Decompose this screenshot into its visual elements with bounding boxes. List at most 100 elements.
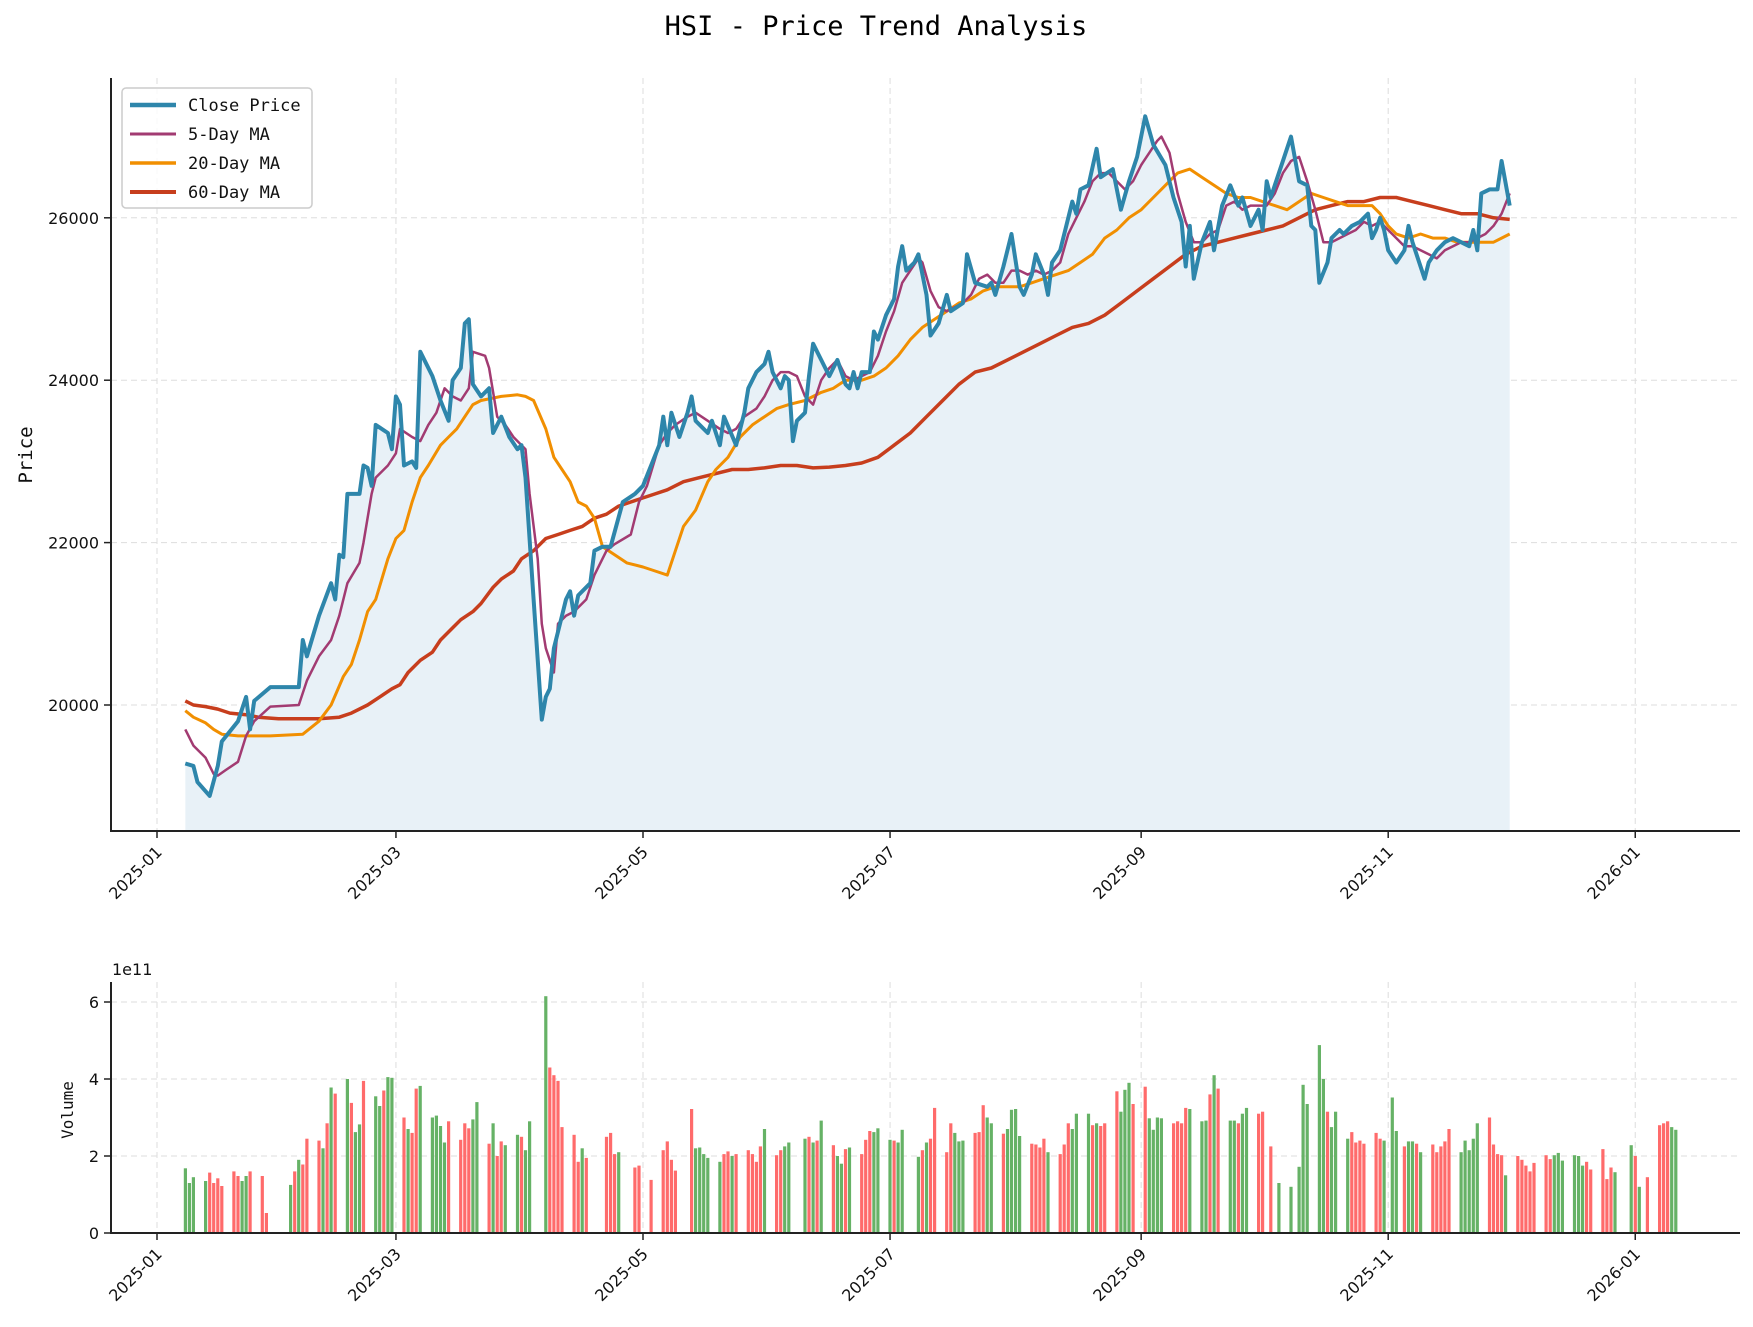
volume-bar <box>1074 1113 1078 1233</box>
volume-bar <box>1018 1136 1022 1233</box>
y-tick-label: 26000 <box>48 209 99 228</box>
volume-bar <box>1552 1155 1556 1233</box>
volume-bar <box>1524 1165 1528 1233</box>
volume-bar <box>1645 1177 1649 1233</box>
volume-bar <box>1459 1152 1463 1233</box>
volume-bar <box>1289 1186 1293 1233</box>
volume-bar <box>1038 1147 1042 1233</box>
volume-bar <box>803 1138 807 1233</box>
volume-bar <box>718 1161 722 1233</box>
volume-bar <box>1601 1149 1605 1233</box>
volume-bar <box>957 1141 961 1233</box>
volume-bar <box>807 1136 811 1234</box>
volume-bar <box>1188 1109 1192 1233</box>
volume-bar <box>1030 1143 1034 1233</box>
volume-bar <box>1463 1140 1467 1233</box>
x-tick-label: 2025-11 <box>1336 1244 1397 1305</box>
volume-bar <box>1577 1156 1581 1233</box>
volume-bar <box>775 1155 779 1233</box>
volume-bar <box>702 1154 706 1233</box>
volume-y-axis-label: Volume <box>58 1081 77 1139</box>
volume-bar <box>1491 1144 1496 1233</box>
volume-bar <box>876 1128 880 1233</box>
volume-bar <box>1321 1079 1325 1233</box>
volume-bar <box>1471 1138 1475 1233</box>
volume-bar <box>187 1183 191 1233</box>
volume-bar <box>1046 1152 1050 1233</box>
volume-bar <box>1066 1123 1070 1233</box>
volume-bar <box>1115 1091 1119 1233</box>
volume-bar <box>345 1079 349 1233</box>
volume-bar <box>248 1171 252 1233</box>
x-tick-label: 2025-01 <box>105 842 166 903</box>
volume-bar <box>734 1154 738 1233</box>
volume-bar <box>475 1102 479 1233</box>
volume-bar <box>1058 1154 1062 1233</box>
volume-bar <box>390 1077 394 1233</box>
x-tick-label: 2025-09 <box>1089 842 1150 903</box>
volume-bar <box>1301 1084 1305 1233</box>
volume-bar <box>1435 1152 1439 1233</box>
volume-bar <box>1103 1123 1107 1233</box>
volume-bar <box>1658 1125 1662 1233</box>
volume-bar <box>236 1176 240 1233</box>
volume-bar <box>467 1128 471 1233</box>
volume-bar <box>746 1150 750 1233</box>
volume-bar <box>1329 1127 1334 1233</box>
volume-bar <box>1556 1152 1560 1233</box>
volume-bar <box>374 1096 378 1233</box>
close-price-area-fill <box>185 116 1510 832</box>
volume-bar <box>438 1126 443 1233</box>
volume-bar <box>333 1093 337 1233</box>
volume-bar <box>361 1080 366 1233</box>
volume-bar <box>1208 1094 1212 1233</box>
volume-bar <box>783 1146 787 1233</box>
volume-bar <box>1200 1121 1204 1233</box>
volume-bar <box>382 1090 386 1233</box>
volume-bar <box>1560 1160 1564 1233</box>
volume-bar <box>847 1147 852 1233</box>
volume-bar <box>1633 1156 1637 1233</box>
y-tick-label: 0 <box>89 1224 99 1243</box>
volume-bar <box>572 1134 576 1233</box>
ma5-legend-label: 5-Day MA <box>188 125 270 145</box>
volume-bar <box>1228 1120 1232 1233</box>
volume-bar <box>1447 1129 1451 1233</box>
x-tick-label: 2025-11 <box>1336 842 1397 903</box>
price-y-ticks: 20000 22000 24000 26000 <box>48 209 111 715</box>
volume-bar <box>1637 1186 1641 1233</box>
volume-bar <box>928 1138 933 1233</box>
volume-bar <box>1001 1133 1005 1233</box>
volume-bar <box>584 1157 588 1233</box>
volume-bar <box>317 1140 321 1233</box>
volume-bar <box>1520 1159 1524 1233</box>
volume-bar <box>1374 1132 1378 1233</box>
volume-bar <box>1334 1111 1338 1233</box>
volume-bar <box>1443 1141 1447 1233</box>
x-tick-label: 2025-09 <box>1089 1244 1150 1305</box>
volume-bar <box>459 1139 463 1233</box>
volume-x-ticks: 2025-01 2025-03 2025-05 2025-07 2025-09 2025-… <box>105 1233 1644 1305</box>
ma20-line <box>184 167 1511 738</box>
volume-bar <box>1605 1179 1609 1233</box>
volume-bar <box>1496 1154 1500 1233</box>
volume-bar <box>386 1077 390 1233</box>
y-tick-label: 6 <box>89 993 99 1012</box>
legend-box <box>121 87 313 209</box>
volume-bar <box>1042 1138 1046 1233</box>
volume-bar <box>613 1154 617 1233</box>
volume-bar <box>487 1143 491 1233</box>
volume-bar <box>1159 1118 1163 1233</box>
volume-bar <box>1500 1155 1504 1233</box>
volume-bar <box>264 1213 268 1233</box>
volume-bar <box>1431 1144 1435 1233</box>
volume-bar <box>872 1132 876 1233</box>
volume-bar <box>1127 1082 1131 1233</box>
volume-bar <box>580 1148 584 1233</box>
volume-bar <box>722 1154 726 1233</box>
volume-bar <box>900 1129 904 1233</box>
volume-bar <box>961 1140 965 1233</box>
volume-bar <box>1244 1107 1249 1233</box>
volume-bar <box>1350 1132 1354 1233</box>
volume-bar <box>576 1161 580 1233</box>
